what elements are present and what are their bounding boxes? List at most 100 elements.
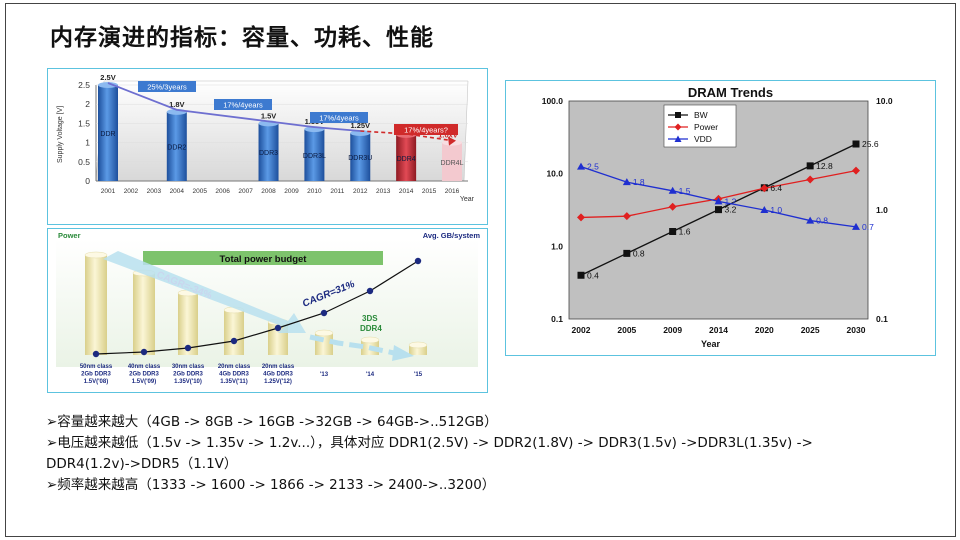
bw-data-label: 3.2	[725, 205, 737, 215]
vdd-marker	[852, 222, 860, 230]
bullet-capacity: ➢容量越来越大（4GB -> 8GB -> 16GB ->32GB -> 64G…	[46, 414, 498, 430]
voltage-chart: 2.5 2 1.5 1 0.5 0 Supply Voltage [V] 2001 2002 20…	[57, 73, 475, 203]
power-marker	[622, 212, 631, 221]
y-tick-label: 0	[85, 176, 90, 186]
trend-line	[107, 82, 361, 132]
bar-category-label: '15	[414, 372, 423, 378]
legend-marker	[674, 135, 682, 142]
x-tick-label: 2025	[801, 325, 820, 335]
rate-label: 17%/4years	[223, 101, 263, 110]
capacity-line	[95, 260, 419, 355]
dram-trends-panel: DRAM Trends 100.0 10.0 1.0 0.1 10.0 1.0 0.1 2002…	[505, 80, 936, 356]
chart-title: DRAM Trends	[688, 85, 773, 100]
voltage-value: 1.5V	[261, 111, 276, 120]
bullet-voltage-cont: DDR4(1.2v)->DDR5（1.1V）	[46, 456, 238, 472]
left-tick-label: 100.0	[542, 96, 564, 106]
rate-box	[138, 81, 196, 92]
x-tick-label: 2002	[124, 188, 139, 195]
bw-marker	[715, 206, 722, 214]
x-axis-label: Year	[701, 339, 721, 349]
bar-label: DDR4	[397, 156, 416, 163]
power-cylinder	[85, 255, 107, 355]
x-tick-label: 2012	[353, 188, 368, 195]
legend-label: VDD	[694, 134, 712, 144]
bar-label: DDR3U	[348, 155, 372, 162]
bar-label: DDR	[100, 131, 115, 138]
voltage-value: 2.5V	[100, 73, 115, 82]
bar-category-label: 30nm class	[172, 364, 205, 370]
rate-box	[214, 99, 272, 110]
right-tick-label: 0.1	[876, 314, 888, 324]
right-tick-label: 10.0	[876, 96, 893, 106]
right-axis-label: Avg. GB/system	[423, 231, 481, 240]
vdd-data-label: 1.2	[725, 196, 737, 206]
bw-data-label: 12.8	[816, 161, 833, 171]
bar-category-label: 2Gb DDR3	[81, 372, 111, 378]
power-marker	[806, 175, 815, 184]
rate-box	[310, 112, 368, 123]
future-arrowhead	[392, 345, 414, 361]
power-cylinder	[178, 293, 198, 355]
capacity-point	[320, 309, 328, 317]
bw-marker	[852, 140, 860, 148]
power-chart-panel: Power Avg. GB/system Total power budget CAG…	[47, 228, 488, 393]
legend-marker	[675, 112, 681, 118]
x-tick-label: 2003	[147, 188, 162, 195]
power-marker	[760, 184, 769, 193]
bar-category-label: 1.5V('09)	[132, 379, 156, 385]
bw-data-label: 25.6	[862, 139, 879, 149]
cylinder-top	[408, 341, 428, 349]
bar-category-label: 1.5V('08)	[84, 379, 108, 385]
bar	[258, 123, 279, 181]
capacity-point	[92, 350, 100, 358]
x-tick-label: 2011	[330, 188, 344, 195]
y-tick-label: 2	[85, 99, 90, 109]
bar-category-label: 4Gb DDR3	[219, 372, 249, 378]
x-tick-label: 2004	[170, 188, 185, 195]
bar-category-label: 1.25V('12)	[264, 379, 292, 385]
vdd-data-label: 0.8	[816, 216, 828, 226]
bw-marker	[577, 271, 585, 279]
bar-category-label: '13	[320, 372, 329, 378]
bar-label: DDR3L	[303, 153, 326, 160]
legend-label: BW	[694, 110, 708, 120]
bar-category-label: 4Gb DDR3	[263, 372, 293, 378]
vdd-data-label: 1.0	[770, 205, 782, 215]
bar-category-label: 2Gb DDR3	[129, 372, 159, 378]
voltage-value: 1.25V	[350, 121, 370, 130]
bar	[166, 111, 187, 181]
bw-data-label: 0.8	[633, 248, 645, 258]
vdd-marker	[668, 186, 677, 194]
rate-label: 25%/3years	[147, 83, 187, 92]
x-tick-label: 2015	[422, 188, 437, 195]
bar	[304, 129, 325, 181]
x-tick-label: 2009	[663, 325, 682, 335]
bar-category-label: 20nm class	[218, 364, 251, 370]
bar-category-label: 2Gb DDR3	[173, 372, 203, 378]
left-axis-label: Power	[58, 231, 81, 240]
bw-marker	[806, 162, 814, 170]
banner-text: Total power budget	[220, 254, 308, 265]
legend-marker	[674, 123, 682, 131]
bullet-list: ➢容量越来越大（4GB -> 8GB -> 16GB ->32GB -> 64G…	[46, 412, 936, 496]
bar	[98, 85, 118, 181]
left-tick-label: 0.1	[551, 314, 563, 324]
x-tick-label: 2016	[445, 188, 460, 195]
page-title: 内存演进的指标：容量、功耗、性能	[50, 25, 434, 51]
capacity-point	[184, 344, 192, 352]
y-tick-label: 0.5	[78, 157, 90, 167]
power-cylinder	[409, 345, 427, 355]
vdd-data-label: 1.8	[633, 177, 645, 187]
bar-category-label: 1.35V('10)	[174, 379, 202, 385]
bar	[442, 142, 462, 181]
bar-category-label: 1.35V('11)	[220, 379, 247, 385]
bar-label: DDR3	[259, 150, 278, 157]
vdd-data-label: 1.5	[679, 186, 691, 196]
x-tick-label: 2020	[755, 325, 774, 335]
x-tick-label: 2013	[376, 188, 391, 195]
power-cylinder	[224, 310, 244, 355]
banner-box	[143, 251, 383, 265]
capacity-point	[140, 348, 148, 356]
x-tick-label: 2008	[261, 188, 276, 195]
